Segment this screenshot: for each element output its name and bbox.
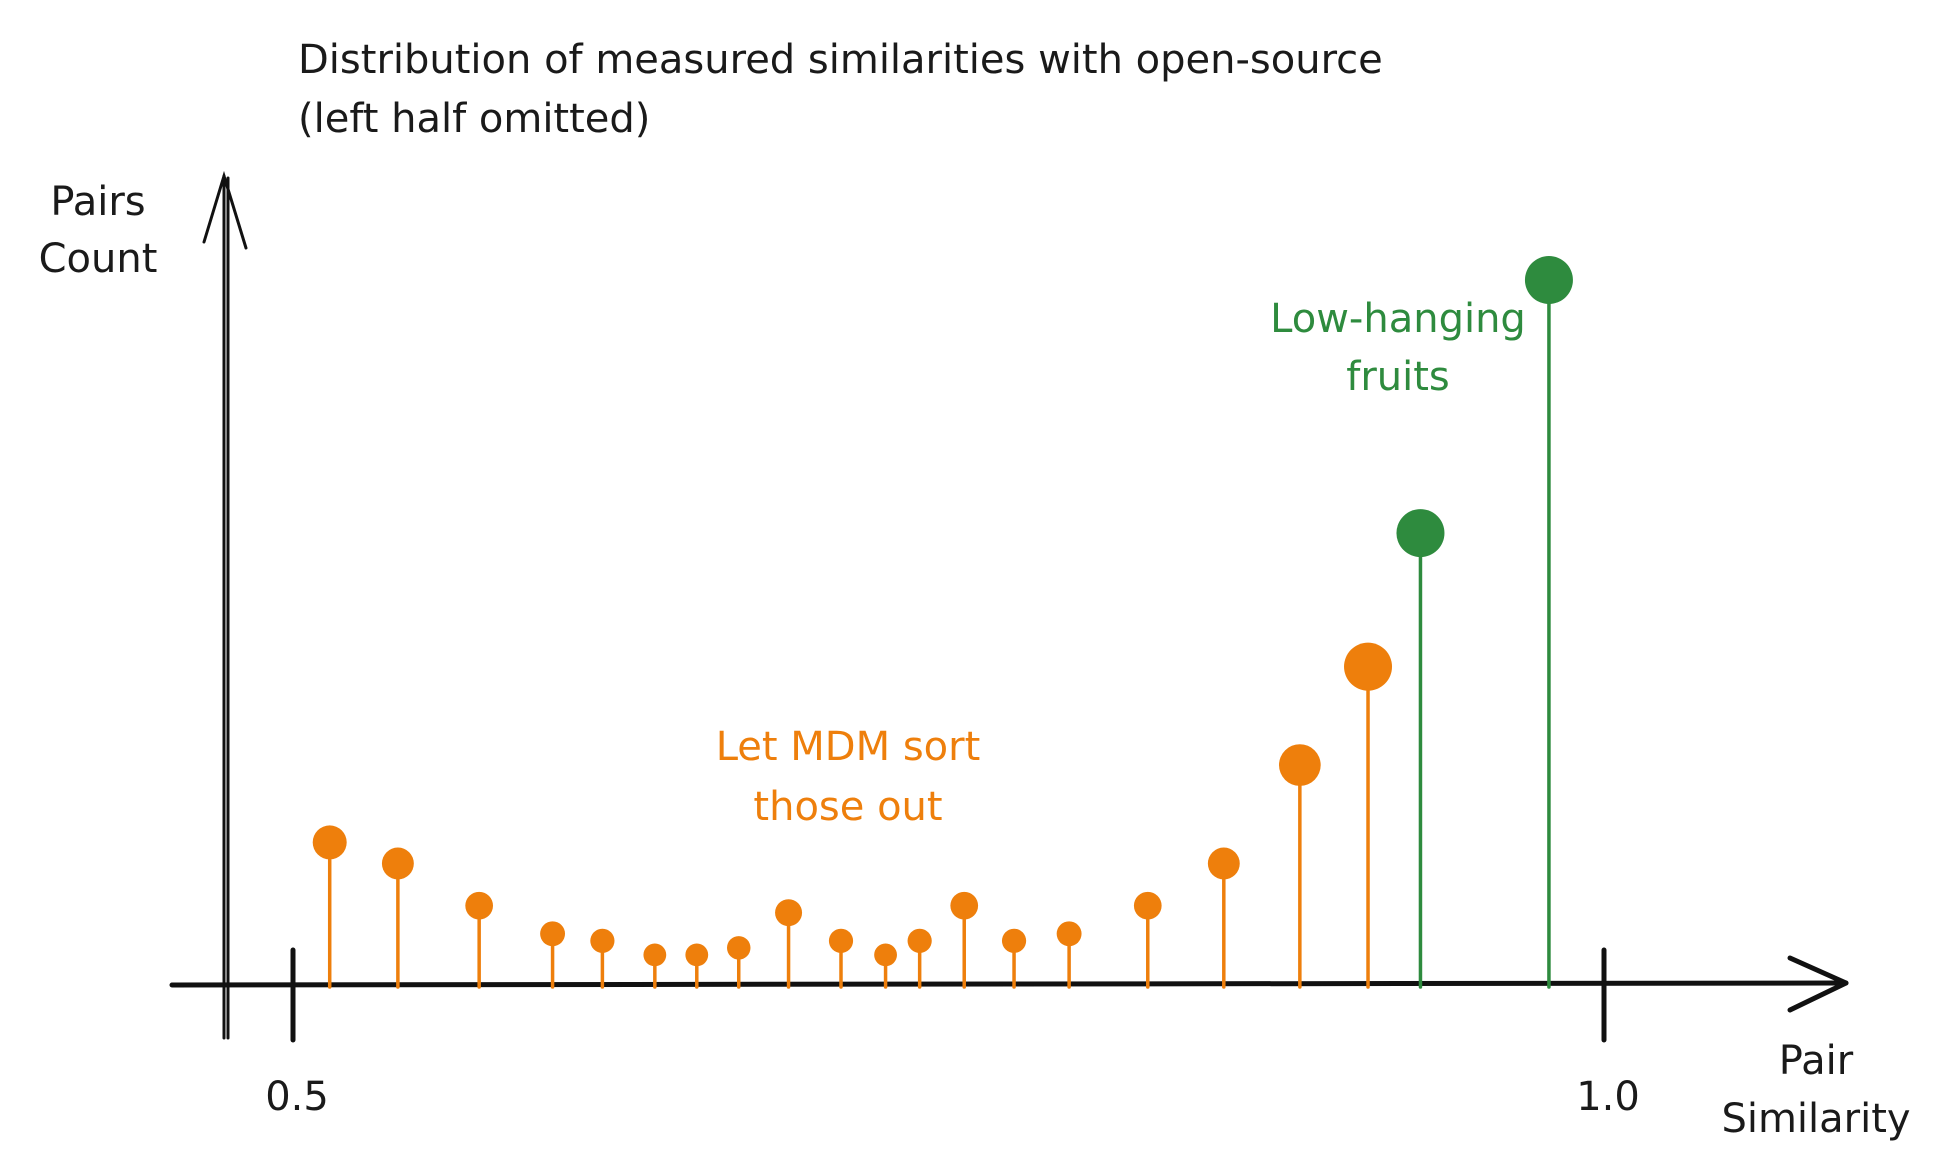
y-axis xyxy=(202,170,248,1040)
x-axis-label-line-1: Pair xyxy=(1779,1038,1854,1084)
x-tick-label-1: 1.0 xyxy=(1576,1074,1640,1120)
stem-head-0-8 xyxy=(775,899,803,927)
stem-head-0-18 xyxy=(1344,642,1393,691)
stem-head-0-16 xyxy=(1207,847,1240,880)
stem-head-0-1 xyxy=(381,847,414,880)
stem-head-0-14 xyxy=(1056,921,1082,947)
stem-head-1-1 xyxy=(1524,256,1573,304)
stem-head-0-15 xyxy=(1133,891,1162,920)
annotation-mdm-line-1: Let MDM sort xyxy=(716,724,981,770)
stem-head-0-0 xyxy=(312,825,347,860)
y-axis-label-line-1: Pairs xyxy=(50,179,145,225)
stem-head-0-11 xyxy=(907,928,932,953)
chart-title: Distribution of measured similarities wi… xyxy=(298,37,1383,83)
stem-head-0-12 xyxy=(950,891,979,920)
stem-head-0-5 xyxy=(643,943,667,967)
x-ticks: 0.5 1.0 xyxy=(265,947,1640,1120)
annotation-mdm-line-2: those out xyxy=(753,784,942,830)
annotation-fruits-line-1: Low-hanging xyxy=(1270,296,1526,342)
stem-head-1-0 xyxy=(1396,509,1445,558)
stem-head-0-4 xyxy=(590,928,615,953)
stems xyxy=(312,256,1573,989)
stem-head-0-6 xyxy=(685,943,709,967)
stem-head-0-3 xyxy=(540,921,566,947)
stem-head-0-13 xyxy=(1001,928,1027,953)
annotation-fruits-line-2: fruits xyxy=(1346,354,1450,400)
stem-head-0-7 xyxy=(726,936,751,960)
stem-head-0-17 xyxy=(1278,744,1321,786)
x-tick-label-0: 0.5 xyxy=(265,1074,329,1120)
chart-subtitle: (left half omitted) xyxy=(298,96,650,142)
x-axis xyxy=(169,955,1849,1013)
stem-head-0-10 xyxy=(874,943,897,967)
stem-head-0-2 xyxy=(465,891,494,920)
stem-head-0-9 xyxy=(828,928,854,953)
x-axis-label-line-2: Similarity xyxy=(1721,1096,1910,1142)
y-axis-label-line-2: Count xyxy=(39,236,158,282)
